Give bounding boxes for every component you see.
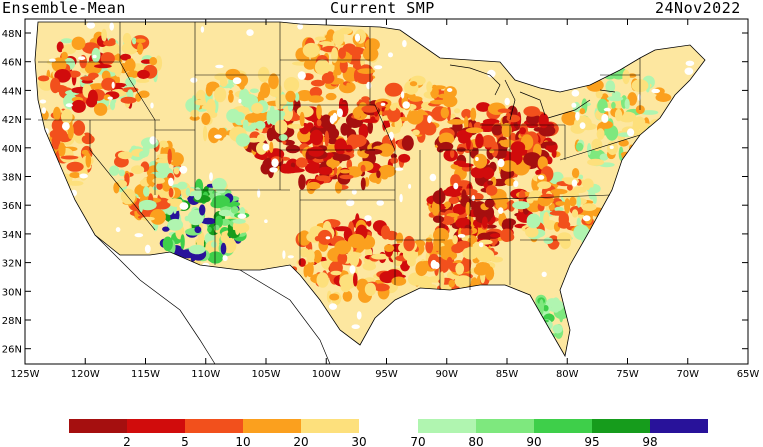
lat-label: 26N [2,345,22,356]
colorbar-swatch-wet [476,419,534,433]
boundaries [34,21,706,365]
colorbar-swatch-dry [69,419,127,433]
colorbar-swatch-dry [243,419,301,433]
colorbar-label: 95 [584,435,599,447]
colorbar-swatch-wet [592,419,650,433]
lat-label: 34N [2,230,22,241]
lakes [449,64,616,121]
map-title-center: Current SMP [330,0,435,17]
colorbar-swatch-dry [301,419,359,433]
colorbar-label: 10 [235,435,250,447]
lon-label: 120W [71,369,100,380]
colorbar-swatch-wet [534,419,592,433]
lat-label: 28N [2,316,22,327]
colorbar-label: 30 [351,435,366,447]
state-lines [38,22,641,290]
lat-label: 46N [2,58,22,69]
lon-label: 105W [252,369,281,380]
lon-label: 65W [737,369,760,380]
colorbar: 2 5 10 20 30 70 80 90 95 98 [69,419,708,447]
lat-label: 36N [2,201,22,212]
lon-label: 110W [191,369,220,380]
lat-label: 40N [2,144,22,155]
lat-label: 48N [2,29,22,40]
lon-label: 70W [676,369,699,380]
colorbar-label: 80 [468,435,483,447]
lat-label: 30N [2,287,22,298]
longitude-axis: 125W 120W 115W 110W 105W 100W 95W 90W 85W 80W 75W 7… [11,19,760,380]
map-title-left: Ensemble-Mean [2,0,126,17]
colorbar-label: 2 [123,435,131,447]
latitude-axis: 48N 46N 44N 42N 40N 38N 36N 34N 32N 30N 28N 26N [2,29,748,356]
lat-label: 44N [2,86,22,97]
lat-label: 32N [2,259,22,270]
colorbar-swatch-wet [418,419,476,433]
lon-label: 75W [616,369,639,380]
colorbar-label: 70 [410,435,425,447]
map-date: 24Nov2022 [655,0,741,17]
colorbar-label: 90 [526,435,541,447]
lon-label: 85W [496,369,519,380]
lon-label: 125W [11,369,40,380]
us-outline [34,21,706,358]
lat-label: 42N [2,115,22,126]
lon-label: 100W [312,369,341,380]
colorbar-label: 20 [293,435,308,447]
lat-label: 38N [2,173,22,184]
mexico-outline [94,234,331,365]
lon-label: 115W [131,369,160,380]
colorbar-swatch-dry [127,419,185,433]
colorbar-swatch-dry [185,419,243,433]
colorbar-label: 5 [181,435,189,447]
lon-label: 95W [375,369,398,380]
lon-label: 80W [556,369,579,380]
colorbar-label: 98 [642,435,657,447]
colorbar-swatch-wet [650,419,708,433]
lon-label: 90W [435,369,458,380]
